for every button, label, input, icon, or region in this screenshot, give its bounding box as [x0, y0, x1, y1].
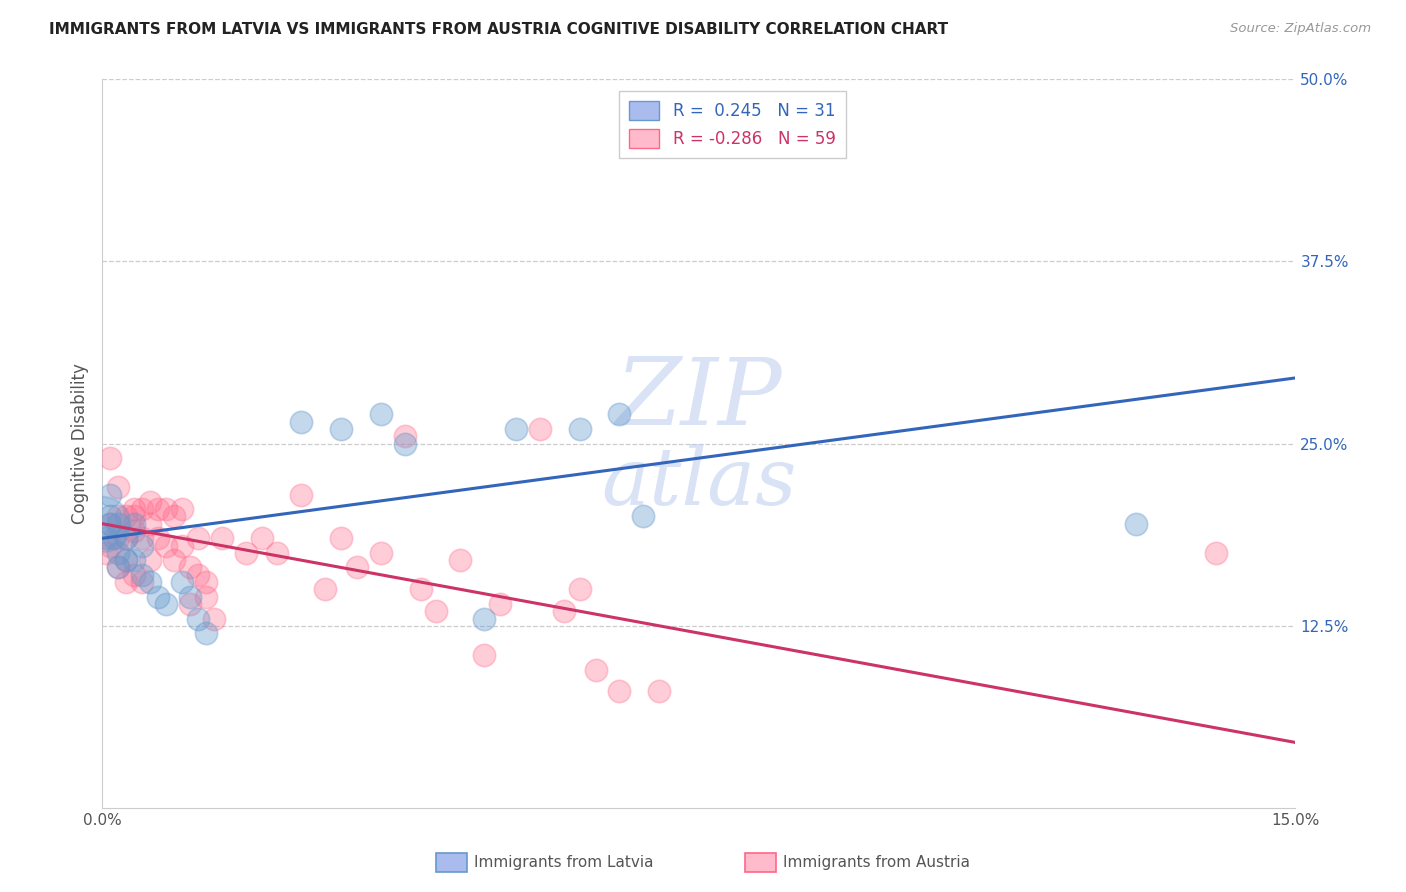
- Point: [139, 495, 162, 509]
- Point: [100, 487, 122, 501]
- Point: [146, 502, 169, 516]
- Point: [107, 516, 129, 531]
- Point: [122, 509, 145, 524]
- Text: Immigrants from Austria: Immigrants from Austria: [783, 855, 970, 870]
- Point: [163, 509, 186, 524]
- Point: [115, 509, 138, 524]
- Point: [146, 531, 169, 545]
- Point: [115, 575, 138, 590]
- Point: [648, 684, 671, 698]
- Point: [100, 539, 122, 553]
- Point: [179, 590, 201, 604]
- Point: [139, 575, 162, 590]
- Point: [194, 575, 217, 590]
- Point: [505, 422, 527, 436]
- Point: [370, 546, 392, 560]
- Point: [179, 560, 201, 574]
- Point: [409, 582, 432, 597]
- Point: [107, 531, 129, 545]
- Point: [194, 626, 217, 640]
- Point: [472, 648, 495, 662]
- Point: [100, 516, 122, 531]
- Text: Immigrants from Latvia: Immigrants from Latvia: [474, 855, 654, 870]
- Point: [122, 502, 145, 516]
- Point: [425, 604, 447, 618]
- Point: [96, 531, 118, 545]
- Point: [139, 516, 162, 531]
- Point: [96, 546, 118, 560]
- Point: [100, 509, 122, 524]
- Point: [170, 539, 193, 553]
- Point: [179, 597, 201, 611]
- Point: [394, 436, 416, 450]
- Point: [290, 487, 312, 501]
- Point: [170, 575, 193, 590]
- Point: [235, 546, 257, 560]
- Point: [107, 480, 129, 494]
- Point: [187, 611, 209, 625]
- Point: [250, 531, 273, 545]
- Point: [122, 553, 145, 567]
- Point: [187, 531, 209, 545]
- Point: [553, 604, 575, 618]
- Point: [100, 451, 122, 466]
- Point: [131, 575, 153, 590]
- Point: [568, 422, 591, 436]
- Point: [122, 567, 145, 582]
- Point: [131, 567, 153, 582]
- Point: [211, 531, 233, 545]
- Point: [472, 611, 495, 625]
- Point: [202, 611, 225, 625]
- Point: [194, 590, 217, 604]
- Y-axis label: Cognitive Disability: Cognitive Disability: [72, 363, 89, 524]
- Point: [107, 546, 129, 560]
- Point: [529, 422, 551, 436]
- Point: [115, 531, 138, 545]
- Text: atlas: atlas: [602, 443, 797, 521]
- Point: [122, 516, 145, 531]
- Point: [131, 539, 153, 553]
- Point: [155, 502, 177, 516]
- Point: [489, 597, 512, 611]
- Text: IMMIGRANTS FROM LATVIA VS IMMIGRANTS FROM AUSTRIA COGNITIVE DISABILITY CORRELATI: IMMIGRANTS FROM LATVIA VS IMMIGRANTS FRO…: [49, 22, 948, 37]
- Point: [115, 531, 138, 545]
- Point: [115, 553, 138, 567]
- Point: [107, 560, 129, 574]
- Point: [122, 524, 145, 538]
- Point: [266, 546, 288, 560]
- Point: [107, 560, 129, 574]
- Point: [103, 531, 125, 545]
- Point: [163, 553, 186, 567]
- Text: Source: ZipAtlas.com: Source: ZipAtlas.com: [1230, 22, 1371, 36]
- Point: [290, 415, 312, 429]
- Point: [370, 408, 392, 422]
- Point: [155, 597, 177, 611]
- Point: [146, 590, 169, 604]
- Point: [187, 567, 209, 582]
- Point: [131, 502, 153, 516]
- Point: [107, 509, 129, 524]
- Point: [394, 429, 416, 443]
- Point: [139, 553, 162, 567]
- Point: [609, 408, 631, 422]
- Point: [314, 582, 336, 597]
- Point: [633, 509, 655, 524]
- Point: [330, 422, 353, 436]
- Point: [131, 531, 153, 545]
- Point: [585, 663, 607, 677]
- Point: [346, 560, 368, 574]
- Point: [568, 582, 591, 597]
- Point: [449, 553, 471, 567]
- Point: [330, 531, 353, 545]
- Point: [1125, 516, 1147, 531]
- Point: [155, 539, 177, 553]
- Point: [609, 684, 631, 698]
- Text: ZIP: ZIP: [616, 353, 782, 443]
- Legend: R =  0.245   N = 31, R = -0.286   N = 59: R = 0.245 N = 31, R = -0.286 N = 59: [620, 91, 845, 158]
- Point: [100, 516, 122, 531]
- Point: [1205, 546, 1227, 560]
- Point: [115, 553, 138, 567]
- Point: [170, 502, 193, 516]
- Point: [91, 516, 114, 531]
